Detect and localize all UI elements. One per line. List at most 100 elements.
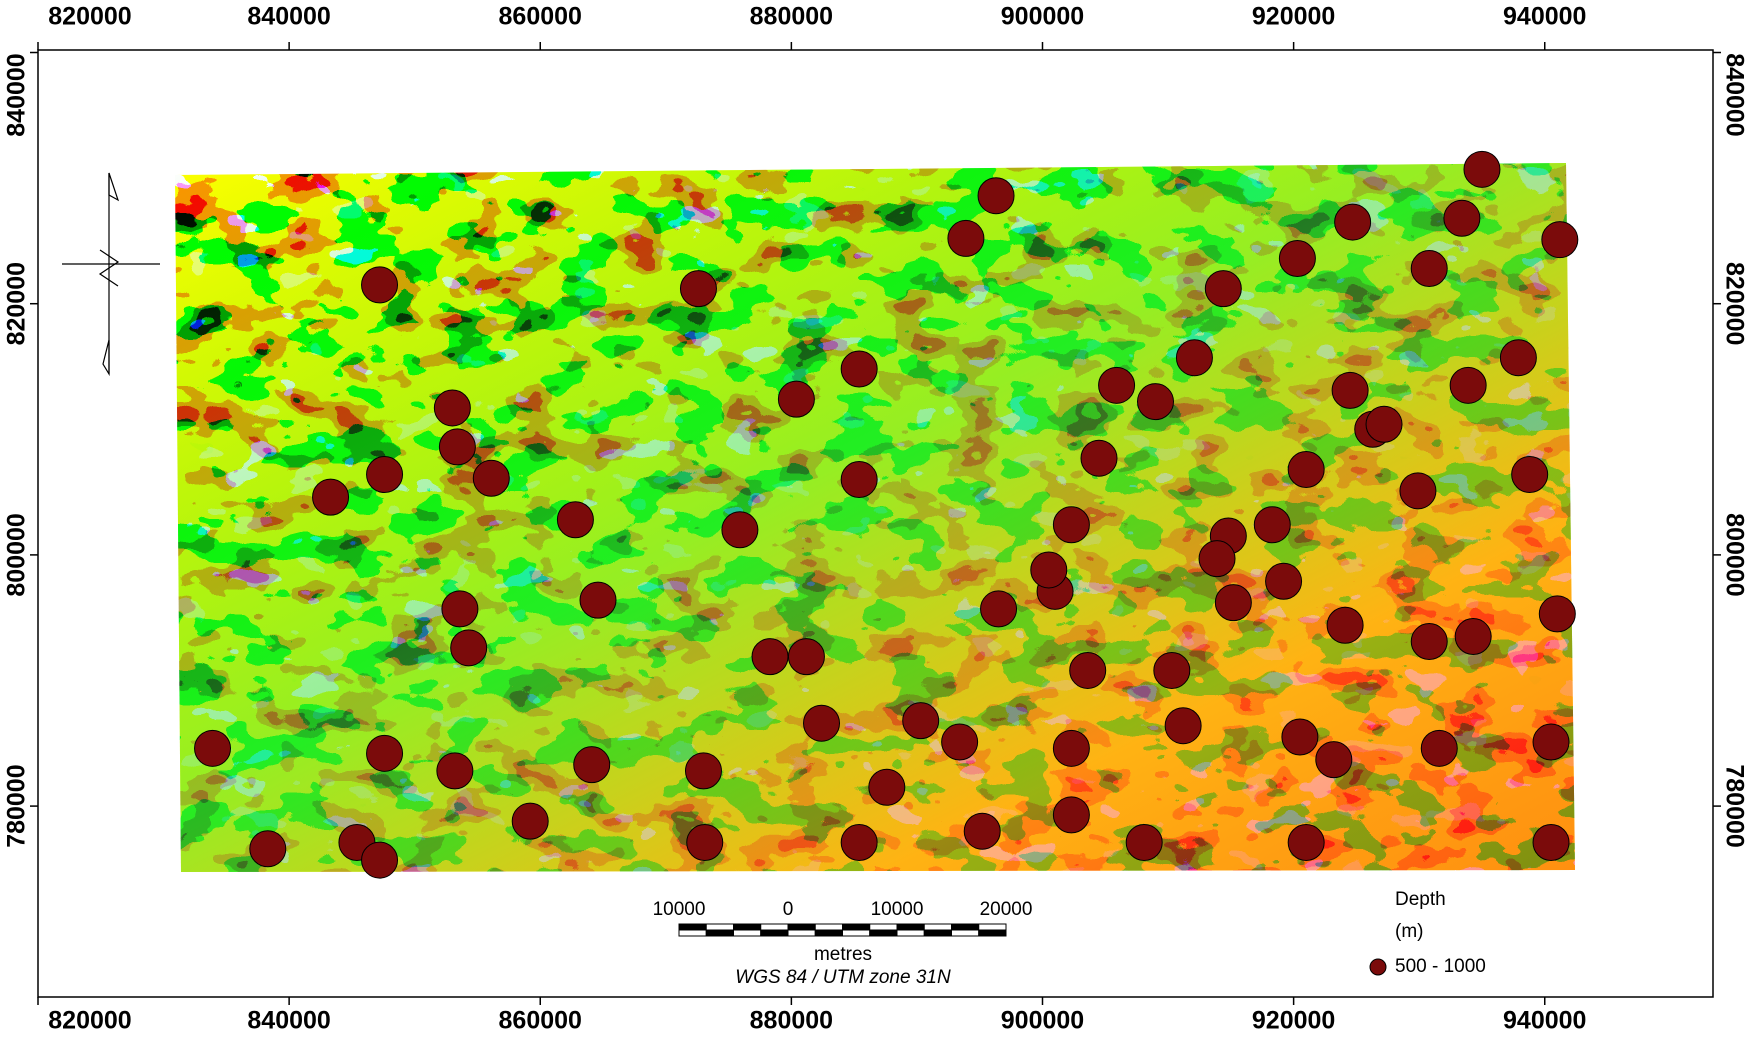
x-tick-label: 880000: [750, 1007, 833, 1035]
depth-point: [1281, 718, 1319, 756]
depth-point: [441, 590, 479, 628]
legend-marker: [1369, 958, 1387, 976]
y-tick-label: 820000: [1720, 262, 1748, 345]
depth-point: [1443, 199, 1481, 237]
depth-point: [1204, 270, 1242, 308]
depth-point: [787, 638, 825, 676]
scale-segment: [978, 929, 1007, 937]
depth-point: [1541, 221, 1579, 259]
scale-label: 10000: [871, 899, 924, 920]
x-tick-label: 900000: [1001, 3, 1084, 31]
depth-point: [249, 830, 287, 868]
depth-point: [472, 459, 510, 497]
depth-point: [1532, 824, 1570, 862]
scale-segment: [814, 929, 843, 937]
scale-segment: [978, 923, 1007, 931]
y-tick-label: 780000: [1720, 764, 1748, 847]
depth-point: [1125, 824, 1163, 862]
depth-point: [1287, 450, 1325, 488]
x-tick-label: 860000: [499, 1007, 582, 1035]
depth-point: [1137, 383, 1175, 421]
scale-segment: [678, 929, 707, 937]
x-tick-label: 860000: [499, 3, 582, 31]
depth-point: [1410, 250, 1448, 288]
scale-bar: [678, 923, 1007, 937]
depth-point: [1449, 366, 1487, 404]
depth-point: [1198, 540, 1236, 578]
scale-segment: [787, 929, 816, 937]
legend-label: 500 - 1000: [1395, 956, 1486, 977]
depth-point: [573, 746, 611, 784]
raster: [175, 163, 1575, 872]
depth-point: [840, 350, 878, 388]
x-tick-label: 880000: [750, 3, 833, 31]
scale-segment: [869, 923, 898, 931]
depth-point: [1098, 366, 1136, 404]
depth-point: [777, 380, 815, 418]
scale-segment: [896, 923, 925, 931]
scale-label: 0: [783, 899, 794, 920]
depth-point: [840, 461, 878, 499]
depth-point: [556, 501, 594, 539]
depth-point: [963, 812, 1001, 850]
depth-point: [436, 752, 474, 790]
depth-point: [947, 219, 985, 257]
depth-point: [1052, 506, 1090, 544]
y-tick-label: 840000: [3, 53, 31, 136]
depth-point: [450, 629, 488, 667]
y-tick-label: 800000: [3, 513, 31, 596]
x-tick-label: 840000: [247, 3, 330, 31]
depth-point: [977, 177, 1015, 215]
scale-segment: [923, 929, 952, 937]
depth-point: [366, 456, 404, 494]
depth-point: [1030, 551, 1068, 589]
depth-point: [1365, 405, 1403, 443]
depth-point: [433, 389, 471, 427]
scale-segment: [842, 923, 871, 931]
x-tick-label: 920000: [1252, 3, 1335, 31]
depth-point: [679, 270, 717, 308]
depth-point: [366, 734, 404, 772]
x-tick-label: 840000: [247, 1007, 330, 1035]
scale-segment: [951, 923, 980, 931]
scale-label: 10000: [653, 899, 706, 920]
projection: WGS 84 / UTM zone 31N: [735, 967, 951, 988]
depth-point: [1315, 741, 1353, 779]
depth-point: [1532, 723, 1570, 761]
scale-segment: [760, 923, 789, 931]
depth-point: [1153, 651, 1191, 689]
depth-point: [1420, 729, 1458, 767]
depth-point: [1454, 618, 1492, 656]
scale-segment: [787, 923, 816, 931]
north-arrow: [62, 172, 160, 377]
x-tick-label: 940000: [1503, 1007, 1586, 1035]
depth-point: [1265, 562, 1303, 600]
depth-point: [1214, 584, 1252, 622]
x-tick-label: 940000: [1503, 3, 1586, 31]
scale-segment: [678, 923, 707, 931]
depth-point: [1069, 651, 1107, 689]
scale-segment: [896, 929, 925, 937]
scale-segment: [923, 923, 952, 931]
depth-point: [1538, 595, 1576, 633]
map-frame: [37, 49, 1714, 998]
depth-point: [868, 768, 906, 806]
scale-segment: [951, 929, 980, 937]
scale-segment: [733, 923, 762, 931]
legend-title: Depth: [1395, 889, 1446, 910]
depth-point: [579, 581, 617, 619]
y-tick-label: 780000: [3, 764, 31, 847]
x-tick-label: 820000: [48, 1007, 131, 1035]
x-tick-label: 900000: [1001, 1007, 1084, 1035]
depth-point: [1052, 729, 1090, 767]
depth-point: [902, 702, 940, 740]
depth-point: [1278, 239, 1316, 277]
depth-point: [361, 266, 399, 304]
depth-point: [1326, 606, 1364, 644]
scale-unit: metres: [814, 944, 872, 965]
depth-point: [751, 638, 789, 676]
depth-point: [980, 590, 1018, 628]
depth-point: [1052, 796, 1090, 834]
